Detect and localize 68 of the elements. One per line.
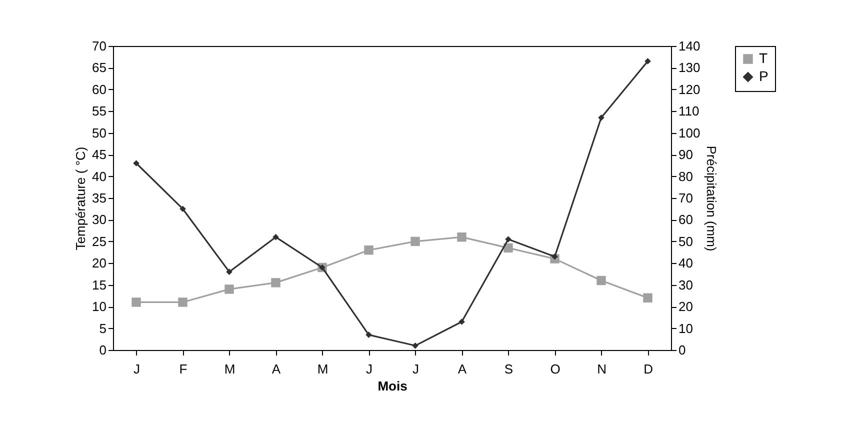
y-tick-label: 50: [92, 125, 106, 140]
y2-tick-label: 100: [678, 125, 700, 140]
y2-tick-label: 80: [678, 168, 693, 184]
legend-label: P: [759, 68, 768, 84]
x-axis-title: Mois: [378, 378, 408, 394]
x-tick-label: A: [458, 362, 467, 376]
y2-tick-label: 120: [678, 82, 700, 97]
point: [366, 332, 372, 338]
y2-tick-label: 140: [678, 38, 700, 54]
x-tick-label: S: [504, 362, 514, 376]
point: [271, 278, 280, 288]
y-tick-label: 0: [99, 342, 106, 358]
y-tick-label: 5: [99, 320, 106, 336]
y-tick-label: 30: [92, 212, 106, 228]
point: [504, 243, 513, 253]
y-tick-label: 25: [92, 234, 106, 249]
point: [644, 58, 651, 64]
y2-axis-title: Précipitation (mm): [704, 146, 720, 252]
x-tick-label: J: [412, 362, 419, 376]
x-tick-label: F: [179, 362, 188, 376]
point: [598, 114, 604, 121]
point: [457, 232, 466, 242]
y2-tick-label: 50: [678, 234, 693, 249]
y-tick-label: 55: [92, 104, 106, 119]
y-tick-label: 70: [92, 38, 106, 54]
y2-tick-label: 130: [678, 60, 700, 76]
y2-tick-label: 30: [678, 277, 693, 292]
point: [226, 268, 232, 275]
y2-tick-label: 70: [678, 190, 693, 206]
x-tick-label: J: [134, 362, 140, 376]
y2-tick-label: 20: [678, 299, 693, 314]
point: [505, 236, 512, 242]
point: [224, 284, 234, 294]
x-tick-label: A: [272, 362, 281, 376]
x-tick-label: M: [317, 362, 328, 376]
point: [133, 160, 140, 166]
point: [272, 234, 279, 240]
y-tick-label: 35: [92, 190, 106, 206]
y-tick-label: 40: [92, 168, 106, 184]
x-tick-label: M: [224, 362, 236, 376]
y-tick-label: 45: [92, 147, 106, 162]
legend-label: T: [759, 50, 768, 66]
y-tick-label: 20: [92, 256, 106, 271]
y2-tick-label: 60: [678, 212, 693, 228]
point: [596, 276, 606, 286]
x-tick-label: O: [550, 362, 560, 376]
x-tick-label: D: [644, 362, 653, 376]
point: [132, 298, 141, 307]
point: [643, 293, 652, 302]
y2-tick-label: 0: [678, 342, 686, 358]
y-tick-label: 65: [92, 60, 106, 76]
x-tick-label: J: [366, 362, 372, 376]
y-tick-label: 60: [92, 82, 106, 97]
x-tick-label: N: [597, 362, 606, 376]
y-tick-label: 15: [92, 277, 106, 292]
point: [180, 206, 186, 212]
y2-tick-label: 10: [678, 320, 693, 336]
point: [412, 342, 418, 349]
y2-tick-label: 110: [678, 104, 700, 119]
y2-tick-label: 40: [678, 256, 693, 271]
point: [178, 298, 188, 307]
point: [364, 246, 374, 255]
y-axis-title: Température ( °C): [73, 146, 88, 250]
point: [458, 318, 465, 325]
point: [552, 253, 558, 260]
y-tick-label: 10: [92, 299, 106, 314]
point: [410, 236, 420, 246]
y2-tick-label: 90: [678, 147, 693, 162]
